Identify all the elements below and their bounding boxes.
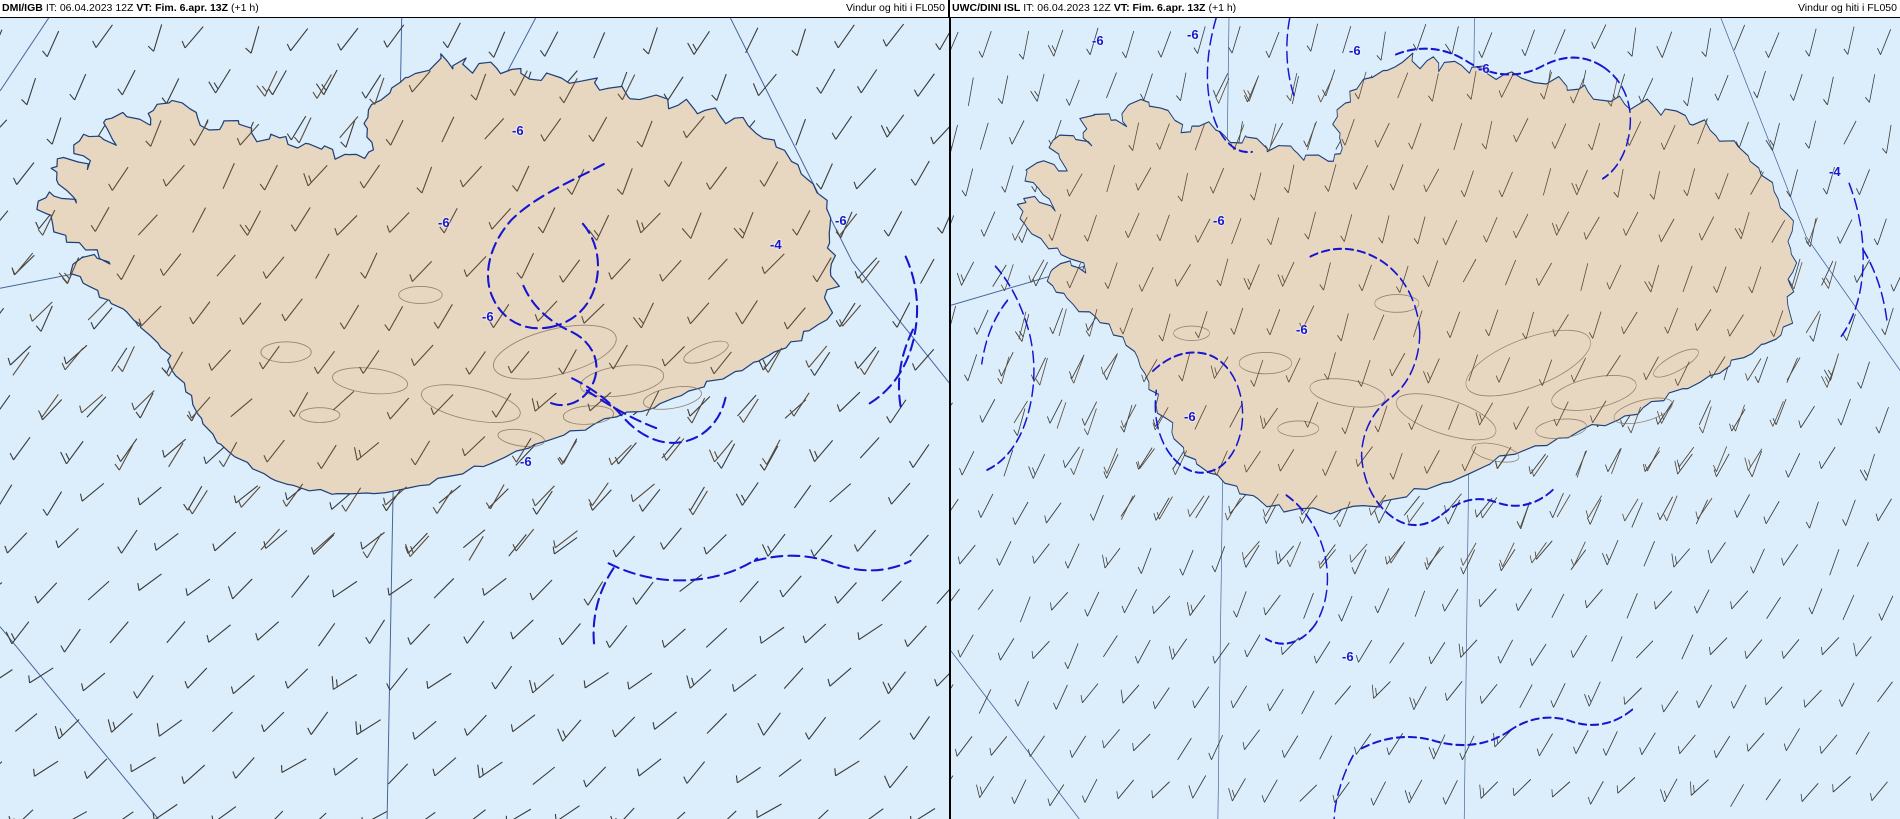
panel-divider: [949, 18, 951, 819]
isotherm-label: -6: [1342, 650, 1354, 663]
isotherm-label: -4: [770, 238, 782, 251]
forecast-step-left: (+1 h): [231, 0, 259, 17]
map-canvas-right[interactable]: [951, 18, 1900, 819]
header-left-group: DMI/IGB IT: 06.04.2023 12Z VT: Fim. 6.ap…: [2, 0, 259, 17]
map-area: -6 -6 -6 -4 -6 -6 -6 -6 -6 -4 -6 -6 -6 -6 -6: [0, 18, 1900, 819]
init-time-right: IT: 06.04.2023 12Z: [1023, 0, 1111, 17]
isotherm-label: -6: [520, 455, 532, 468]
isotherm-label: -6: [1092, 34, 1104, 47]
weather-chart-app: DMI/IGB IT: 06.04.2023 12Z VT: Fim. 6.ap…: [0, 0, 1900, 675]
model-name-right: UWC/DINI ISL: [952, 0, 1020, 17]
isotherm-label: -6: [1213, 214, 1225, 227]
isotherm-label: -6: [438, 216, 450, 229]
map-canvas-left[interactable]: [0, 18, 950, 819]
isotherm-label: -6: [1478, 62, 1490, 75]
product-label-left: Vindur og hiti i FL050: [846, 0, 946, 17]
isotherm-label: -6: [1296, 323, 1308, 336]
map-panel-uwc-dini[interactable]: [951, 18, 1900, 819]
header-panel-left: DMI/IGB IT: 06.04.2023 12Z VT: Fim. 6.ap…: [0, 0, 950, 17]
header-bar: DMI/IGB IT: 06.04.2023 12Z VT: Fim. 6.ap…: [0, 0, 1900, 18]
init-time-left: IT: 06.04.2023 12Z: [46, 0, 134, 17]
product-label-right: Vindur og hiti i FL050: [1798, 0, 1898, 17]
model-name-left: DMI/IGB: [2, 0, 43, 17]
isotherm-label: -6: [482, 310, 494, 323]
header-panel-right: UWC/DINI ISL IT: 06.04.2023 12Z VT: Fim.…: [950, 0, 1900, 17]
valid-time-right: VT: Fim. 6.apr. 13Z: [1114, 0, 1206, 17]
isotherm-label: -6: [512, 124, 524, 137]
valid-time-left: VT: Fim. 6.apr. 13Z: [136, 0, 228, 17]
map-panel-dmi-igb[interactable]: [0, 18, 951, 819]
isotherm-label: -6: [1184, 410, 1196, 423]
isotherm-label: -4: [1829, 165, 1841, 178]
isotherm-label: -6: [835, 214, 847, 227]
forecast-step-right: (+1 h): [1208, 0, 1236, 17]
isotherm-label: -6: [1349, 44, 1361, 57]
header-right-group: UWC/DINI ISL IT: 06.04.2023 12Z VT: Fim.…: [952, 0, 1236, 17]
isotherm-label: -6: [1187, 28, 1199, 41]
